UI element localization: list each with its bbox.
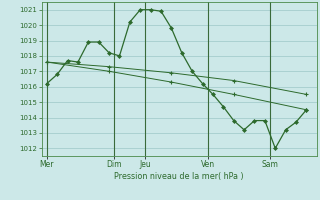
X-axis label: Pression niveau de la mer( hPa ): Pression niveau de la mer( hPa ) (114, 172, 244, 181)
